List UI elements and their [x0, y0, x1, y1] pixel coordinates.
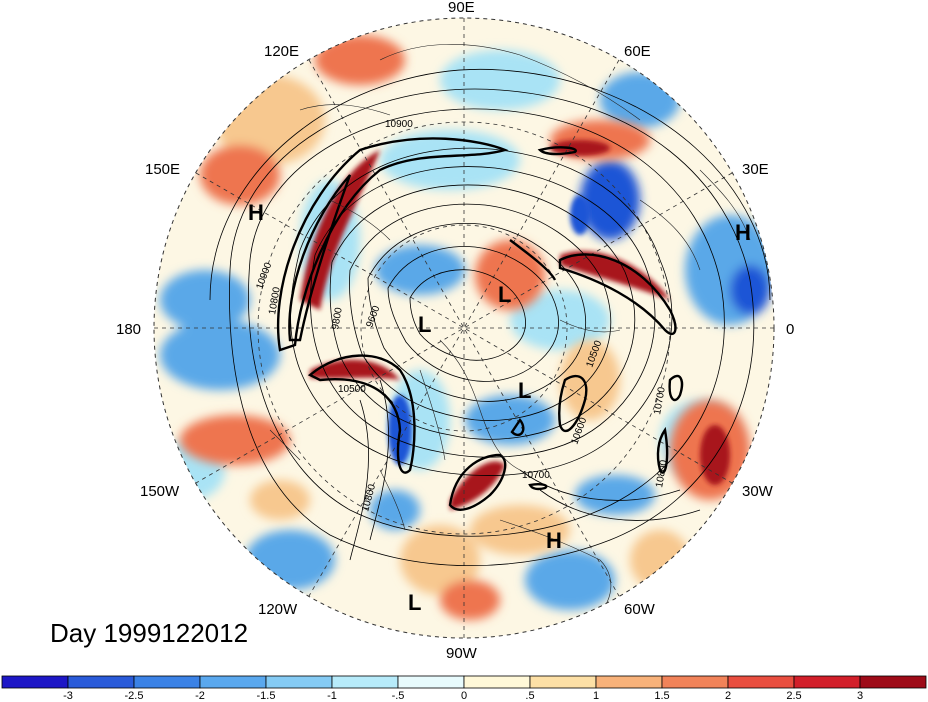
longitude-labels: 90E 60E 30E 0 30W 60W 90W 120W 150W 180 … [116, 0, 794, 662]
colorbar-swatch [595, 675, 663, 689]
anomaly-field-blue [155, 50, 774, 610]
colorbar-swatch [661, 675, 729, 689]
low-pressure-label: L [498, 282, 511, 307]
colorbar-swatch [67, 675, 135, 689]
colorbar-tick-label: -2.5 [125, 690, 144, 702]
colorbar-swatch [397, 675, 465, 689]
low-pressure-label: L [418, 312, 431, 337]
contour-label: 10700 [652, 386, 668, 416]
colorbar-tick-label: 0 [461, 690, 467, 702]
colorbar-tick-label: -3 [63, 690, 73, 702]
contour-label: 9800 [330, 306, 345, 330]
colorbar-tick-label: -1.5 [257, 690, 276, 702]
wind-contours [276, 137, 684, 511]
graticule [154, 18, 774, 638]
lon-label-90w: 90W [446, 645, 478, 662]
lon-label-150e: 150E [145, 161, 180, 178]
colorbar-tick-label: 1.5 [654, 690, 669, 702]
colorbar: -3 -2.5 -2 -1.5 -1 -.5 0 .5 1 1.5 2 2.5 3 [1, 675, 927, 702]
colorbar-swatch [1, 675, 69, 689]
colorbar-swatch [859, 675, 927, 689]
lon-label-150w: 150W [140, 483, 180, 500]
colorbar-tick-label: 3 [857, 690, 863, 702]
colorbar-swatch [529, 675, 597, 689]
colorbar-tick-label: 2 [725, 690, 731, 702]
contour-label: 10700 [522, 470, 550, 481]
colorbar-tick-label: 1 [593, 690, 599, 702]
colorbar-swatch [727, 675, 795, 689]
colorbar-swatch [793, 675, 861, 689]
high-pressure-label: H [546, 528, 562, 553]
colorbar-tick-label: -.5 [392, 690, 405, 702]
contour-label: 10900 [385, 119, 413, 130]
pressure-centers: H H H L L L L [248, 200, 751, 615]
lon-label-120w: 120W [258, 601, 298, 618]
contour-label: 10800 [267, 286, 283, 316]
lon-label-180: 180 [116, 321, 141, 338]
colorbar-swatch [463, 675, 531, 689]
lon-label-120e: 120E [264, 43, 299, 60]
colorbar-tick-label: .5 [525, 690, 534, 702]
colorbar-tick-label: -1 [327, 690, 337, 702]
contour-labels: 10900 10900 9800 9600 10500 10500 10600 … [254, 119, 669, 513]
height-contours [209, 68, 771, 567]
colorbar-swatch [199, 675, 267, 689]
polar-map-disc [154, 18, 774, 638]
figure-title: Day 1999122012 [50, 618, 249, 648]
colorbar-swatch [133, 675, 201, 689]
coastlines [269, 44, 751, 621]
lon-label-30e: 30E [742, 161, 769, 178]
lon-label-0: 0 [786, 321, 794, 338]
map-boundary [153, 17, 775, 639]
contour-label: 10800 [654, 459, 670, 489]
colorbar-tick-label: 2.5 [786, 690, 801, 702]
lon-label-90e: 90E [448, 0, 475, 16]
high-pressure-label: H [248, 200, 264, 225]
colorbar-swatch [265, 675, 333, 689]
low-pressure-label: L [518, 378, 531, 403]
contour-label: 10500 [338, 384, 366, 395]
high-pressure-label: H [735, 220, 751, 245]
lon-label-30w: 30W [742, 483, 774, 500]
lon-label-60w: 60W [624, 601, 656, 618]
colorbar-tick-label: -2 [195, 690, 205, 702]
colorbar-swatch [331, 675, 399, 689]
lon-label-60e: 60E [624, 43, 651, 60]
low-pressure-label: L [408, 590, 421, 615]
